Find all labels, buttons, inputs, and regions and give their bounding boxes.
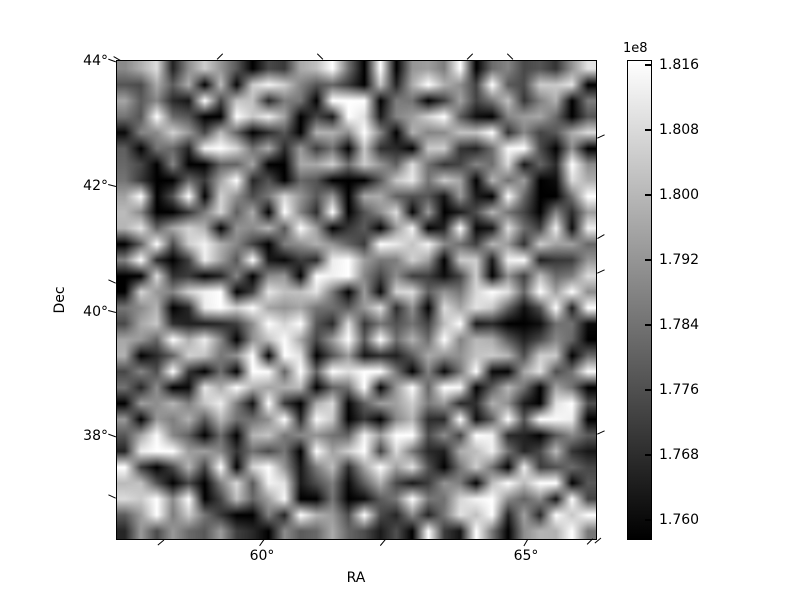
y-tick-label: 40° <box>83 304 108 320</box>
heatmap-image <box>117 61 596 539</box>
axis-tick-mark <box>108 434 116 438</box>
x-axis-label: RA <box>346 570 366 586</box>
y-tick-label: 44° <box>83 53 108 69</box>
axis-tick-mark <box>107 310 117 314</box>
colorbar-tick-mark <box>645 324 651 326</box>
axis-tick-mark <box>107 184 117 188</box>
plot-frame <box>116 60 597 540</box>
colorbar-tick-label: 1.808 <box>659 122 700 138</box>
colorbar-tick-label: 1.768 <box>659 447 700 463</box>
y-tick-label: 42° <box>83 178 108 194</box>
colorbar-tick-label: 1.816 <box>659 57 700 73</box>
colorbar-offset-label: 1e8 <box>623 41 648 56</box>
colorbar <box>627 60 652 540</box>
x-tick-label: 65° <box>513 548 539 564</box>
axis-tick-mark <box>523 539 529 547</box>
axis-tick-mark <box>379 539 387 547</box>
colorbar-tick-mark <box>645 129 651 131</box>
colorbar-tick-label: 1.792 <box>659 252 700 268</box>
colorbar-tick-mark <box>645 259 651 261</box>
axis-tick-mark <box>597 269 605 275</box>
axis-tick-mark <box>108 494 116 500</box>
x-tick-label: 60° <box>249 548 275 564</box>
axis-tick-mark <box>108 279 116 285</box>
y-tick-label: 38° <box>83 428 108 444</box>
colorbar-tick-label: 1.784 <box>659 317 700 333</box>
axis-tick-mark <box>259 539 265 547</box>
axis-tick-mark <box>108 59 116 63</box>
colorbar-tick-label: 1.760 <box>659 512 700 528</box>
colorbar-tick-label: 1.800 <box>659 187 700 203</box>
colorbar-tick-mark <box>645 64 651 66</box>
axis-tick-mark <box>597 430 605 436</box>
colorbar-tick-mark <box>645 519 651 521</box>
colorbar-tick-label: 1.776 <box>659 382 700 398</box>
colorbar-tick-mark <box>645 454 651 456</box>
axis-tick-mark <box>597 234 605 240</box>
axis-tick-mark <box>157 539 165 547</box>
colorbar-tick-mark <box>645 389 651 391</box>
axis-tick-mark <box>597 134 605 140</box>
colorbar-tick-mark <box>645 194 651 196</box>
